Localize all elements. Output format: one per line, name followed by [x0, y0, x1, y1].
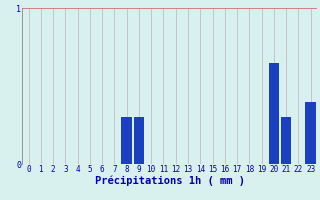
- X-axis label: Précipitations 1h ( mm ): Précipitations 1h ( mm ): [95, 176, 244, 186]
- Bar: [269, 63, 279, 164]
- Bar: [134, 117, 144, 164]
- Bar: [122, 117, 132, 164]
- Bar: [306, 102, 316, 164]
- Bar: [281, 117, 291, 164]
